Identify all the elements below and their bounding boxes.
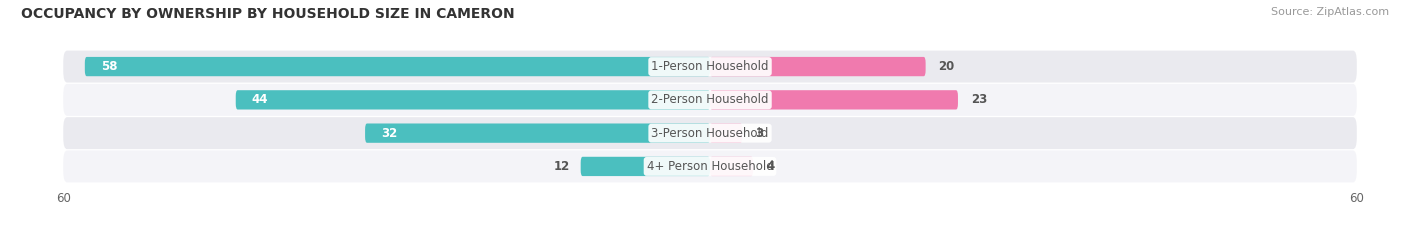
Text: 12: 12 bbox=[554, 160, 569, 173]
FancyBboxPatch shape bbox=[63, 151, 1357, 182]
FancyBboxPatch shape bbox=[710, 157, 754, 176]
FancyBboxPatch shape bbox=[710, 123, 742, 143]
Text: 3: 3 bbox=[755, 127, 763, 140]
Legend: Owner-occupied, Renter-occupied: Owner-occupied, Renter-occupied bbox=[581, 230, 839, 233]
Text: OCCUPANCY BY OWNERSHIP BY HOUSEHOLD SIZE IN CAMERON: OCCUPANCY BY OWNERSHIP BY HOUSEHOLD SIZE… bbox=[21, 7, 515, 21]
FancyBboxPatch shape bbox=[63, 51, 1357, 82]
FancyBboxPatch shape bbox=[63, 84, 1357, 116]
Text: 4+ Person Household: 4+ Person Household bbox=[647, 160, 773, 173]
Text: 23: 23 bbox=[972, 93, 987, 106]
FancyBboxPatch shape bbox=[236, 90, 710, 110]
Text: 3-Person Household: 3-Person Household bbox=[651, 127, 769, 140]
Text: 1-Person Household: 1-Person Household bbox=[651, 60, 769, 73]
Text: 32: 32 bbox=[381, 127, 398, 140]
FancyBboxPatch shape bbox=[366, 123, 710, 143]
FancyBboxPatch shape bbox=[710, 90, 957, 110]
Text: 20: 20 bbox=[939, 60, 955, 73]
FancyBboxPatch shape bbox=[581, 157, 710, 176]
FancyBboxPatch shape bbox=[63, 117, 1357, 149]
Text: 4: 4 bbox=[766, 160, 775, 173]
FancyBboxPatch shape bbox=[84, 57, 710, 76]
Text: 58: 58 bbox=[101, 60, 118, 73]
Text: Source: ZipAtlas.com: Source: ZipAtlas.com bbox=[1271, 7, 1389, 17]
Text: 44: 44 bbox=[252, 93, 269, 106]
Text: 2-Person Household: 2-Person Household bbox=[651, 93, 769, 106]
FancyBboxPatch shape bbox=[710, 57, 925, 76]
